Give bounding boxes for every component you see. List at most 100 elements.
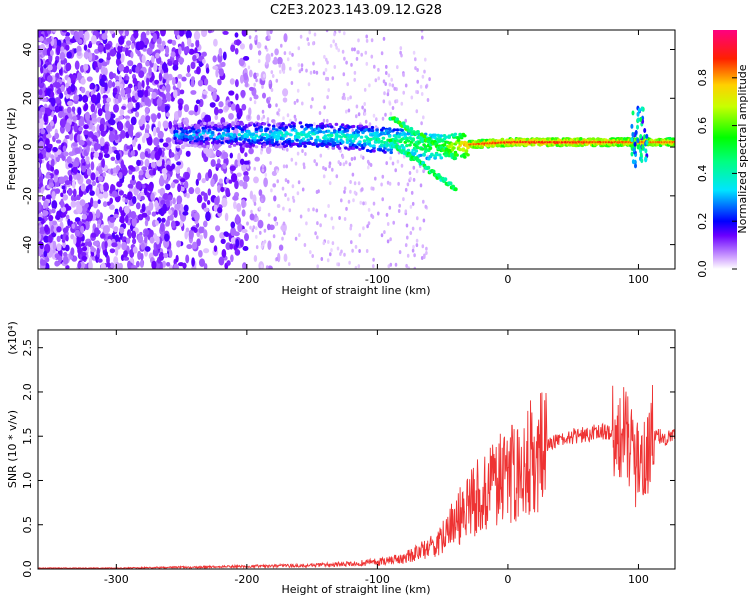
heatmap-cell-2835 — [250, 121, 254, 125]
heatmap-cell-2211 — [293, 100, 297, 105]
heatmap-cell-2169 — [421, 35, 424, 40]
heatmap-cell-960 — [160, 30, 166, 37]
heatmap-cell-1722 — [198, 250, 203, 258]
heatmap-cell-1039 — [127, 83, 133, 89]
heatmap-cell-2309 — [387, 73, 391, 78]
heatmap-cell-1997 — [92, 240, 100, 247]
heatmap-cell-884 — [230, 103, 237, 111]
heatmap-cell-1482 — [132, 107, 138, 112]
heatmap-cell-2674 — [199, 122, 204, 126]
heatmap-cell-2277 — [299, 34, 303, 39]
heatmap-cell-2297 — [398, 250, 402, 255]
heatmap-cell-2015 — [130, 210, 137, 220]
heatmap-cell-2011 — [177, 74, 183, 79]
heatmap-cell-1371 — [182, 262, 187, 269]
heatmap-cell-2797 — [237, 133, 242, 137]
heatmap-cell-2418 — [404, 243, 408, 248]
heatmap-cell-114 — [225, 242, 232, 250]
heatmap-cell-901 — [256, 114, 261, 121]
heatmap-cell-2498 — [314, 231, 317, 236]
y-tick-label-2: 0 — [21, 144, 34, 151]
heatmap-cell-525 — [97, 165, 104, 175]
colorbar-tick-label-1: 0.2 — [696, 212, 709, 230]
heatmap-cell-2651 — [192, 133, 196, 137]
heatmap-cell-1926 — [95, 209, 101, 219]
heatmap-cell-2123 — [336, 246, 340, 251]
heatmap-cell-2096 — [397, 209, 401, 213]
bottom-x-axis: -300 -200 -100 0 100 — [104, 330, 649, 586]
heatmap-cell-2230 — [307, 207, 310, 212]
heatmap-cell-2081 — [38, 216, 43, 222]
heatmap-cell-2104 — [407, 266, 410, 269]
heatmap-cell-4463 — [645, 140, 649, 145]
heatmap-cell-722 — [100, 84, 104, 95]
heatmap-cell-2665 — [196, 129, 201, 133]
heatmap-cell-1748 — [149, 236, 155, 244]
heatmap-cell-1786 — [61, 30, 68, 33]
heatmap-cell-1825 — [102, 225, 110, 235]
heatmap-cell-2385 — [286, 147, 289, 152]
heatmap-cell-2544 — [404, 187, 408, 192]
heatmap-cell-2356 — [402, 154, 406, 159]
heatmap-cell-2922 — [276, 136, 281, 140]
heatmap-cell-1957 — [161, 86, 166, 91]
heatmap-cell-2646 — [190, 141, 195, 145]
heatmap-cell-2023 — [198, 226, 204, 234]
heatmap-cell-818 — [171, 76, 176, 86]
heatmap-cell-1523 — [153, 146, 158, 152]
heatmap-cell-3014 — [306, 138, 311, 142]
heatmap-cell-2575 — [312, 41, 315, 46]
heatmap-cell-3428 — [436, 133, 441, 137]
heatmap-cell-1872 — [49, 49, 54, 57]
heatmap-cell-1940 — [104, 241, 108, 249]
heatmap-cell-682 — [129, 178, 137, 186]
heatmap-cell-1650 — [109, 49, 116, 57]
colorbar-tick-label-4: 0.8 — [696, 69, 709, 87]
heatmap-cell-2548 — [258, 206, 262, 211]
heatmap-cell-3517 — [463, 134, 467, 138]
heatmap-cell-2220 — [322, 118, 326, 123]
heatmap-cell-933 — [103, 153, 110, 159]
heatmap-cell-2377 — [340, 198, 343, 203]
heatmap-cell-2569 — [296, 98, 299, 103]
heatmap-cell-4468 — [630, 123, 634, 129]
heatmap-cell-1866 — [133, 31, 139, 39]
heatmap-cell-1431 — [222, 30, 229, 35]
heatmap-cell-1888 — [100, 66, 107, 75]
heatmap-cell-1254 — [112, 87, 118, 94]
heatmap-cell-2552 — [412, 165, 416, 170]
heatmap-cell-2305 — [357, 112, 361, 117]
heatmap-cell-2004 — [217, 207, 223, 214]
heatmap-cell-1851 — [218, 68, 225, 77]
heatmap-cell-1087 — [230, 173, 238, 183]
heatmap-cell-2517 — [413, 253, 416, 258]
heatmap-cell-1672 — [180, 186, 185, 192]
heatmap-cell-1020 — [159, 138, 164, 143]
heatmap-cell-3054 — [318, 130, 323, 134]
heatmap-cell-3152 — [348, 139, 353, 143]
heatmap-cell-1877 — [61, 185, 66, 190]
heatmap-cell-1975 — [132, 246, 138, 254]
heatmap-cell-679 — [234, 79, 239, 88]
heatmap-cell-1932 — [248, 147, 254, 155]
heatmap-cell-2448 — [389, 237, 392, 242]
heatmap-cell-3473 — [450, 142, 455, 146]
heatmap-cell-1977 — [99, 123, 105, 132]
heatmap-cell-3117 — [337, 127, 342, 132]
heatmap-cell-2347 — [253, 100, 257, 105]
heatmap-cell-1852 — [46, 75, 53, 83]
heatmap-cell-2384 — [307, 42, 311, 46]
heatmap-cell-949 — [181, 76, 187, 82]
heatmap-cell-2099 — [422, 199, 425, 204]
heatmap-cell-3441 — [439, 134, 444, 138]
heatmap-cell-335 — [244, 152, 248, 158]
heatmap-cell-3077 — [325, 144, 329, 148]
heatmap-cell-2942 — [282, 128, 287, 132]
heatmap-cell-1042 — [88, 261, 93, 269]
heatmap-cell-2532 — [411, 248, 415, 253]
heatmap-cell-3405 — [428, 146, 433, 150]
heatmap-cell-994 — [99, 233, 106, 239]
heatmap-cell-1973 — [71, 106, 76, 113]
bottom-y-axis-title: SNR (10 * v/v) — [6, 410, 19, 488]
heatmap-cell-849 — [146, 76, 150, 87]
